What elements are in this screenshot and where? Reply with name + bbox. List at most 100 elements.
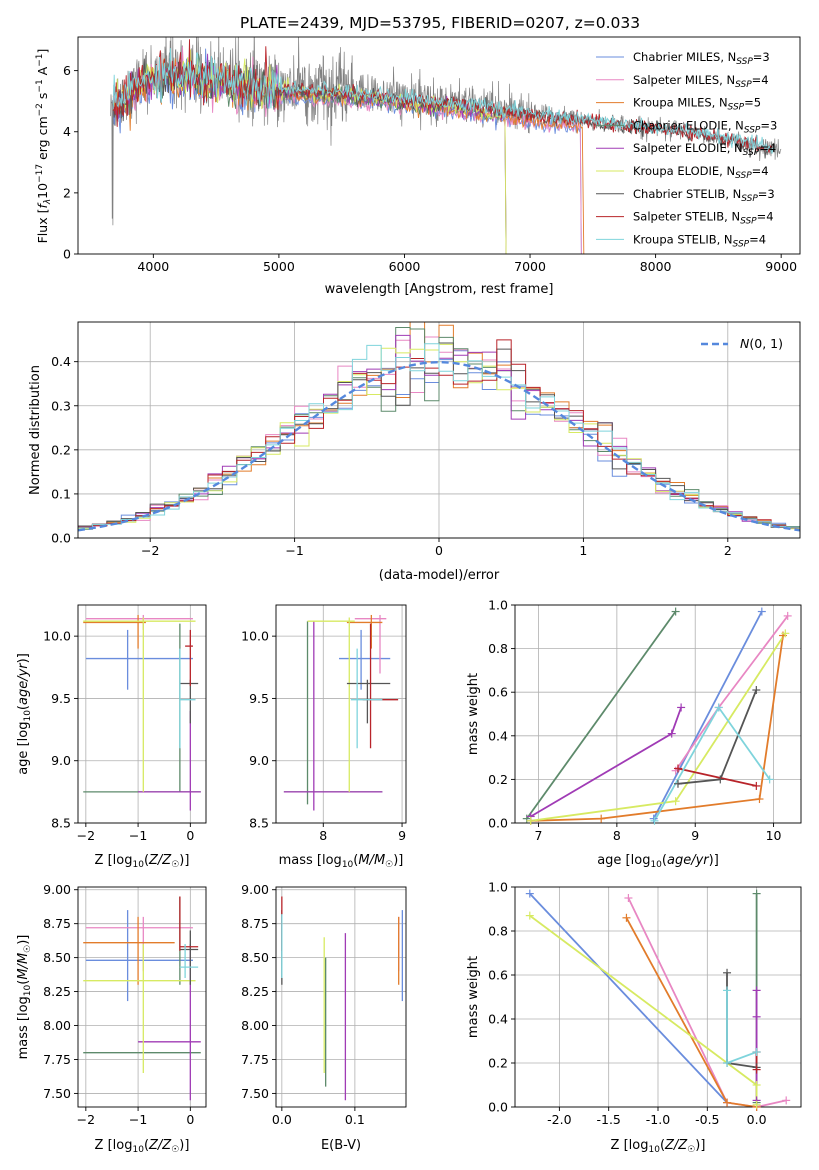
y-axis-label-part: −1 (35, 79, 45, 92)
x-axis-label-part: 10 (342, 860, 354, 870)
x-axis-label-part: Z/Z (664, 1138, 688, 1153)
x-axis-label-part: ☉ (171, 1145, 179, 1155)
y-tick-label: 0.4 (488, 1012, 508, 1027)
y-tick-label: 7.75 (241, 1052, 269, 1067)
y-tick-label: 0.8 (488, 641, 508, 656)
y-tick-label: 0.2 (51, 442, 71, 457)
y-tick-label: 0.4 (51, 354, 71, 369)
legend-label-part: SSP (744, 125, 761, 135)
x-tick-label: −2 (77, 1112, 95, 1127)
y-axis-label: mass [log10​(M/M☉​)] (16, 935, 33, 1060)
x-axis-label-part: 10 (132, 860, 144, 870)
y-axis-label: mass weight (466, 956, 481, 1038)
mw-z-line (529, 892, 728, 1104)
mass-vs-z-axes: −2 −1 07.507.758.008.258.508.759.00Z [log1… (16, 882, 207, 1155)
x-tick-label: -0.5 (695, 1112, 719, 1127)
y-tick-label: 8.00 (241, 1018, 269, 1033)
y-tick-label: 8.25 (241, 984, 269, 999)
y-tick-label: 4 (63, 124, 71, 139)
mass-vs-z-axes-plot-area (83, 896, 201, 1101)
y-axis-label-part: −1 (35, 53, 45, 66)
legend-label-part: Chabrier ELODIE, N (633, 118, 744, 132)
mw-age-line (652, 611, 763, 820)
legend-label: Kroupa ELODIE, NSSP​=4 (633, 164, 769, 181)
spectrum-axes: 4000 5000 6000 7000 8000 9000 0 2 4 6 Chabrier MIL… (35, 36, 801, 297)
y-tick-label: 7.50 (241, 1086, 269, 1101)
mw-age-line (526, 610, 677, 820)
y-tick-label: 9.5 (51, 691, 71, 706)
y-tick-label: 0.6 (488, 968, 508, 983)
residuals-axes: −2 −1 0 1 2 0.0 0.1 0.2 0.3 0.4 N(0, 1) (data-model… (28, 321, 801, 583)
legend-label: Chabrier MILES, NSSP​=3 (633, 50, 770, 67)
y-axis-label: age [log10​(age/yr)] (16, 653, 33, 775)
x-tick-label: 1 (579, 543, 587, 558)
x-tick-label: −1 (129, 1112, 147, 1127)
x-tick-label: 8 (613, 828, 621, 843)
legend-label-part: =3 (753, 50, 770, 64)
y-tick-label: 10.0 (241, 629, 269, 644)
gaussian-reference (78, 360, 800, 532)
y-axis-label: Flux [fλ​10−17​ erg cm−2​ s−1​ A−1​] (35, 49, 53, 244)
x-tick-label: 0.1 (345, 1112, 365, 1127)
y-axis-label-part: 10 (23, 710, 33, 722)
x-axis-label-part: 10 (648, 1145, 660, 1155)
y-axis-label-part: −2 (35, 103, 45, 116)
x-axis-label-part: Z [log (611, 1138, 649, 1153)
legend-label-part: SSP (736, 57, 753, 67)
y-axis-label-part: M/M (16, 953, 31, 980)
y-tick-label: 0.0 (488, 1100, 508, 1115)
x-tick-label: 2 (724, 543, 732, 558)
y-tick-label: 9.0 (249, 753, 269, 768)
legend-label-part: SSP (728, 103, 745, 113)
y-axis-label-part: ] (35, 49, 50, 54)
age-vs-z-axes: −2 −1 0 8.5 9.0 9.5 10.0 Z [log10​(Z/Z☉​)] age [… (16, 604, 207, 870)
legend-label: Salpeter MILES, NSSP​=4 (633, 73, 769, 90)
age-vs-mass-axes-frame (275, 604, 407, 824)
legend-label-part: Chabrier MILES, N (633, 50, 736, 64)
x-tick-label: 4000 (137, 259, 169, 274)
y-tick-label: 6 (63, 63, 71, 78)
legend-label-part: SSP (741, 194, 758, 204)
mass-vs-ebv-axes-plot-area (281, 896, 403, 1101)
age-vs-z-axes-plot-area (83, 614, 201, 811)
y-tick-label: 8.5 (51, 816, 71, 831)
y-axis-label-part: 10 (35, 183, 50, 199)
x-axis-label-part: 10 (650, 860, 662, 870)
x-tick-label: -2.0 (547, 1112, 571, 1127)
legend-label: Salpeter STELIB, NSSP​=4 (633, 210, 774, 227)
y-tick-label: 1.0 (488, 880, 508, 895)
x-axis-label-part: )] (179, 1138, 189, 1153)
x-tick-label: −2 (77, 828, 95, 843)
y-tick-label: 8.50 (241, 950, 269, 965)
y-tick-label: 8.00 (43, 1018, 71, 1033)
age-vs-mass-axes-plot-area (283, 614, 399, 811)
x-axis-label-part: ( (662, 853, 667, 868)
spectrum-legend: Chabrier MILES, NSSP​=3 Salpeter MILES, N… (596, 50, 777, 249)
age-vs-mass-axes: 8 9 8.5 9.0 9.5 10.0 mass [log10​(M/M☉​)] (241, 604, 407, 870)
x-axis-label-part: age [log (597, 853, 650, 868)
y-tick-label: 1.0 (488, 598, 508, 613)
y-tick-label: 8.75 (241, 916, 269, 931)
y-tick-label: 10.0 (43, 629, 71, 644)
x-tick-label: 10 (766, 828, 782, 843)
x-axis-label: mass [log10​(M/M☉​)] (279, 853, 404, 870)
y-tick-label: 0.8 (488, 924, 508, 939)
x-tick-label: 0.0 (272, 1112, 292, 1127)
legend-label: N(0, 1) (740, 336, 783, 351)
legend-label-part: (0, 1) (749, 336, 783, 351)
y-axis-label-part: )] (16, 935, 31, 945)
legend-label-part: Salpeter MILES, N (633, 73, 735, 87)
x-tick-label: −2 (141, 543, 159, 558)
x-tick-label: −1 (129, 828, 147, 843)
y-tick-label: 2 (63, 185, 71, 200)
y-axis-label-part: f (35, 203, 50, 209)
x-axis-label: Z [log10​(Z/Z☉​)] (611, 1138, 706, 1155)
legend-label-part: =3 (758, 187, 775, 201)
y-tick-label: 0.1 (51, 486, 71, 501)
legend-label: Chabrier ELODIE, NSSP​=3 (633, 118, 777, 135)
x-axis-label: Z [log10​(Z/Z☉​)] (95, 1138, 190, 1155)
legend-label-part: =5 (744, 96, 761, 110)
y-tick-label: 0.2 (488, 772, 508, 787)
